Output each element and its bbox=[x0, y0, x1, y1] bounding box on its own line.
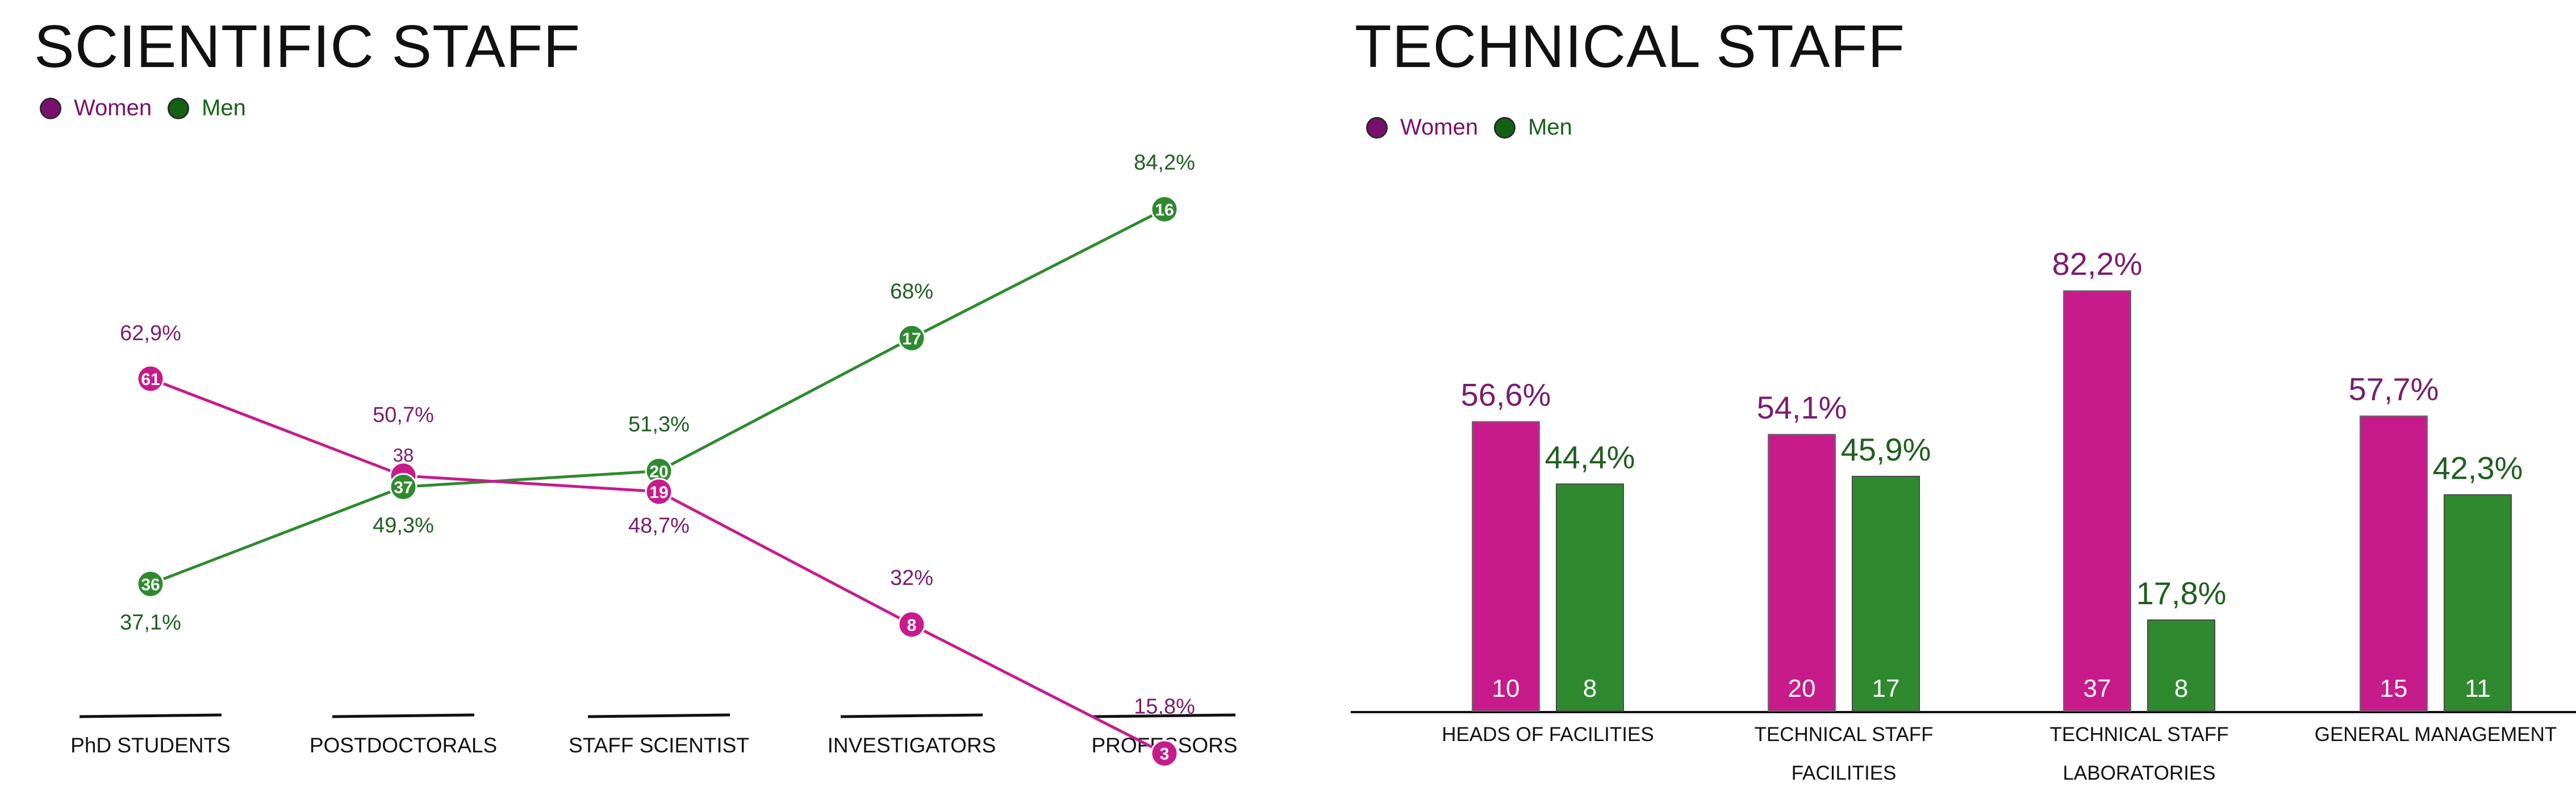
category-label: TECHNICAL STAFF bbox=[2049, 723, 2228, 746]
technical-staff-chart: TECHNICAL STAFF Women Men 10 8 56,6% 44,4% H… bbox=[1306, 0, 2576, 795]
men-point-dot bbox=[897, 324, 926, 352]
men-point-count: 36 bbox=[141, 575, 160, 594]
women-bar bbox=[2360, 415, 2428, 712]
women-point: 61 bbox=[136, 365, 165, 393]
category-label: GENERAL MANAGEMENT bbox=[2315, 723, 2557, 746]
legend-women-label: Women bbox=[1400, 115, 1479, 140]
women-percent-label: 32% bbox=[890, 566, 933, 590]
women-point: 19 bbox=[645, 478, 673, 506]
men-percent-label: 17,8% bbox=[2136, 575, 2227, 611]
women-bar bbox=[2063, 290, 2131, 712]
category-label: FACILITIES bbox=[1792, 762, 1897, 784]
women-point-dot bbox=[897, 610, 926, 639]
category-tick bbox=[587, 713, 730, 718]
category-tick bbox=[1093, 713, 1236, 718]
women-percent-label: 50,7% bbox=[373, 403, 434, 427]
women-percent-label: 56,6% bbox=[1461, 377, 1551, 413]
category-label: INVESTIGATORS bbox=[828, 734, 996, 757]
women-count-label: 37 bbox=[2084, 675, 2111, 702]
category-label: PhD STUDENTS bbox=[70, 734, 231, 757]
men-bar bbox=[1556, 483, 1624, 712]
men-point-count: 17 bbox=[902, 329, 921, 348]
category-label: STAFF SCIENTIST bbox=[569, 734, 749, 757]
women-point: 8 bbox=[897, 610, 926, 639]
men-count-label: 11 bbox=[2465, 675, 2491, 702]
chart-legend: Women Men bbox=[40, 95, 262, 121]
men-bar bbox=[2147, 619, 2215, 712]
women-point-count: 3 bbox=[1160, 745, 1170, 764]
legend-men-marker bbox=[168, 97, 190, 119]
men-percent-label: 45,9% bbox=[1841, 432, 1931, 467]
bar-chart-plot: 10 8 56,6% 44,4% HEADS OF FACILITIES 20 17 54,1… bbox=[1351, 246, 2576, 784]
women-point-count: 19 bbox=[649, 483, 668, 502]
men-count-label: 8 bbox=[2174, 675, 2188, 702]
chart-title: SCIENTIFIC STAFF bbox=[34, 13, 581, 80]
legend-women-label: Women bbox=[74, 95, 152, 120]
women-point-count: 38 bbox=[393, 445, 414, 466]
women-percent-label: 54,1% bbox=[1757, 390, 1847, 425]
women-percent-label: 57,7% bbox=[2349, 371, 2439, 407]
women-point-dot bbox=[1150, 739, 1179, 768]
women-percent-label: 82,2% bbox=[2052, 246, 2143, 282]
men-count-label: 8 bbox=[1583, 675, 1597, 702]
men-point-dot bbox=[389, 472, 417, 501]
men-point: 16 bbox=[1150, 195, 1179, 223]
women-point-dot bbox=[136, 365, 165, 393]
women-percent-label: 15,8% bbox=[1134, 695, 1195, 719]
category-label: TECHNICAL STAFF bbox=[1754, 723, 1933, 746]
men-percent-label: 68% bbox=[890, 279, 933, 303]
men-percent-label: 51,3% bbox=[628, 412, 690, 436]
men-point-count: 16 bbox=[1155, 200, 1174, 219]
chart-title: TECHNICAL STAFF bbox=[1355, 13, 1906, 80]
women-count-label: 10 bbox=[1492, 675, 1520, 702]
category-label: POSTDOCTORALS bbox=[310, 734, 497, 757]
men-point-dot bbox=[136, 570, 165, 598]
men-percent-label: 84,2% bbox=[1134, 150, 1195, 174]
legend-men-marker bbox=[1494, 116, 1516, 139]
men-point-count: 37 bbox=[394, 478, 412, 497]
men-point: 37 bbox=[389, 472, 417, 501]
line-chart-plot: PhD STUDENTS POSTDOCTORALS STAFF SCIENTIST… bbox=[70, 150, 1238, 768]
men-point-dot bbox=[1150, 195, 1179, 223]
legend-women-marker bbox=[1366, 116, 1388, 139]
men-point: 17 bbox=[897, 324, 926, 352]
category-tick bbox=[79, 713, 222, 718]
legend-women-marker bbox=[40, 97, 61, 119]
women-percent-label: 48,7% bbox=[628, 514, 690, 538]
category-label: LABORATORIES bbox=[2063, 762, 2215, 784]
category-tick bbox=[840, 713, 983, 718]
women-count-label: 20 bbox=[1788, 675, 1816, 702]
legend-men-label: Men bbox=[202, 95, 246, 120]
women-bar bbox=[1472, 421, 1540, 712]
men-percent-label: 49,3% bbox=[373, 513, 434, 537]
men-percent-label: 37,1% bbox=[120, 610, 181, 634]
scientific-staff-chart: SCIENTIFIC STAFF Women Men PhD STUDENTS P… bbox=[34, 13, 1238, 768]
men-bar bbox=[2444, 494, 2512, 712]
men-count-label: 17 bbox=[1872, 675, 1900, 702]
women-percent-label: 62,9% bbox=[120, 321, 181, 345]
men-bar bbox=[1852, 475, 1920, 712]
legend-men-label: Men bbox=[1528, 115, 1572, 140]
women-point-count: 8 bbox=[907, 616, 917, 635]
men-percent-label: 42,3% bbox=[2433, 450, 2523, 486]
women-point-count: 61 bbox=[141, 370, 160, 389]
women-count-label: 15 bbox=[2380, 675, 2408, 702]
category-label: HEADS OF FACILITIES bbox=[1442, 723, 1654, 746]
men-percent-label: 44,4% bbox=[1545, 439, 1635, 475]
men-point: 36 bbox=[136, 570, 165, 598]
women-point: 3 bbox=[1150, 739, 1179, 768]
women-point-dot bbox=[645, 478, 673, 506]
women-bar bbox=[1768, 434, 1836, 712]
category-tick bbox=[332, 713, 475, 718]
chart-legend: Women Men bbox=[1366, 115, 1588, 140]
